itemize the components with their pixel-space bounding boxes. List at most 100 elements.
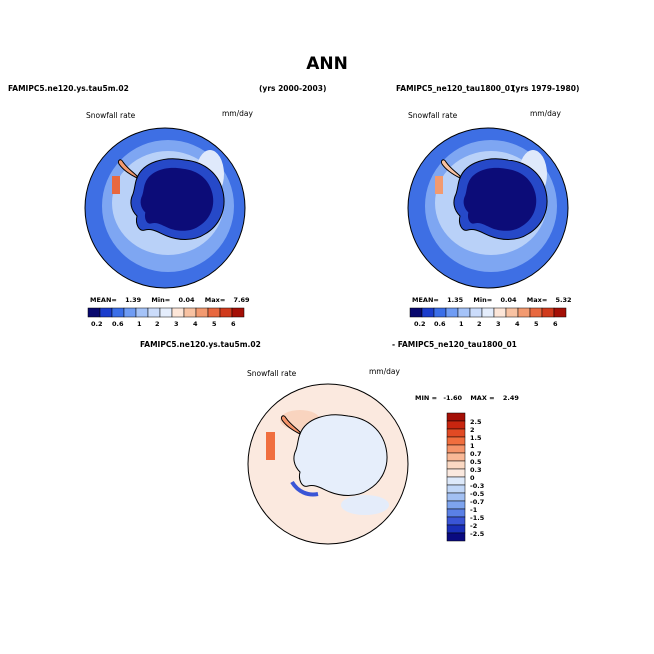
panel2-colorbar-swatch [481,307,495,318]
panel2-colorbar-swatch [433,307,447,318]
panel1-colorbar-swatch [135,307,149,318]
panel1-colorbar-swatch [231,307,245,318]
panel1-high-snow-patch [112,176,120,194]
diff-colorbar-swatch [446,428,466,438]
diff-minmax: MIN = -1.60 MAX = 2.49 [415,394,519,402]
panel2-colorbar-swatch [529,307,543,318]
panel1-map-border [84,127,246,289]
panel2-stats: MEAN= 1.35 Min= 0.04 Max= 5.32 [412,296,572,304]
diff-max-label: MAX = [470,394,495,402]
panel1-max-value: 7.69 [233,296,250,304]
diff-tick: -1.5 [470,514,485,522]
panel2-years-label: (yrs 1979-1980) [512,84,580,93]
panel1-max-label: Max= [204,296,226,304]
panel1-tick: 5 [212,320,217,328]
panel1-tick: 3 [174,320,179,328]
diff-negative-patch [341,495,389,515]
panel2-tick: 0.2 [414,320,426,328]
panel1-colorbar-swatch [207,307,221,318]
diff-west-coast-increase [266,432,275,460]
panel2-max-value: 5.32 [555,296,572,304]
panel2-map [407,127,569,289]
diff-colorbar [446,412,466,542]
diff-colorbar-swatch [446,508,466,518]
diff-colorbar-swatch [446,516,466,526]
panel2-case-label: FAMIPC5_ne120_tau1800_01 [396,84,516,93]
panel1-antarctica-interior [140,167,214,231]
diff-colorbar-swatch [446,532,466,542]
diff-colorbar-swatch [446,420,466,430]
diff-map-border [247,383,409,545]
panel1-colorbar-swatch [99,307,113,318]
diff-tick: -0.5 [470,490,485,498]
panel2-colorbar-swatch [541,307,555,318]
diff-tick: 1.5 [470,434,482,442]
diff-tick: -2 [470,522,478,530]
panel2-tick: 4 [515,320,520,328]
panel2-tick: 5 [534,320,539,328]
panel2-colorbar-swatch [469,307,483,318]
panel2-colorbar [409,307,567,318]
diff-min-value: -1.60 [443,394,463,402]
panel2-variable-label: Snowfall rate [408,111,458,120]
diff-variable-label: Snowfall rate [247,369,297,378]
figure-title: ANN [306,54,348,74]
diff-colorbar-swatch [446,476,466,486]
diff-tick: 0.5 [470,458,482,466]
panel2-tick: 0.6 [434,320,446,328]
panel1-stats: MEAN= 1.39 Min= 0.04 Max= 7.69 [90,296,250,304]
panel1-tick: 1 [137,320,142,328]
diff-colorbar-swatch [446,452,466,462]
panel1-colorbar-swatch [111,307,125,318]
panel1-tick: 6 [231,320,236,328]
panel2-antarctica-interior [463,167,537,231]
diff-tick: -1 [470,506,478,514]
diff-min-label: MIN = [415,394,438,402]
panel1-tick: 4 [193,320,198,328]
diff-colorbar-swatch [446,524,466,534]
diff-tick: 0.3 [470,466,482,474]
panel2-tick: 1 [459,320,464,328]
panel1-colorbar-swatch [159,307,173,318]
diff-tick: -0.3 [470,482,485,490]
diff-map [247,383,409,545]
panel1-mean-value: 1.39 [125,296,142,304]
diff-antarctica [293,414,388,496]
panel2-colorbar-swatch [409,307,423,318]
panel2-colorbar-swatch [493,307,507,318]
panel2-tick: 2 [477,320,482,328]
panel1-colorbar-swatch [195,307,209,318]
panel1-tick: 0.2 [91,320,103,328]
diff-tick: 1 [470,442,475,450]
panel2-high-snow-patch [435,176,443,194]
diff-tick: 0 [470,474,475,482]
panel2-units-label: mm/day [530,109,561,118]
diff-max-value: 2.49 [502,394,519,402]
panel1-min-value: 0.04 [178,296,195,304]
panel1-tick: 2 [155,320,160,328]
diff-coastal-decrease [290,480,319,497]
panel1-variable-label: Snowfall rate [86,111,136,120]
panel2-colorbar-swatch [445,307,459,318]
panel1-colorbar-swatch [183,307,197,318]
panel2-colorbar-swatch [517,307,531,318]
panel2-tick: 3 [496,320,501,328]
panel1-map [84,127,246,289]
panel2-colorbar-swatch [421,307,435,318]
diff-units-label: mm/day [369,367,400,376]
panel1-colorbar-swatch [219,307,233,318]
panel1-colorbar-swatch [87,307,101,318]
panel1-colorbar-swatch [147,307,161,318]
diff-colorbar-swatch [446,460,466,470]
diff-colorbar-swatch [446,492,466,502]
panel2-map-border [407,127,569,289]
diff-colorbar-swatch [446,444,466,454]
panel1-case-label: FAMIPC5.ne120.ys.tau5m.02 [8,84,129,93]
panel1-units-label: mm/day [222,109,253,118]
panel2-colorbar-swatch [505,307,519,318]
diff-tick: 2 [470,426,475,434]
panel2-min-label: Min= [473,296,493,304]
panel1-min-label: Min= [151,296,171,304]
